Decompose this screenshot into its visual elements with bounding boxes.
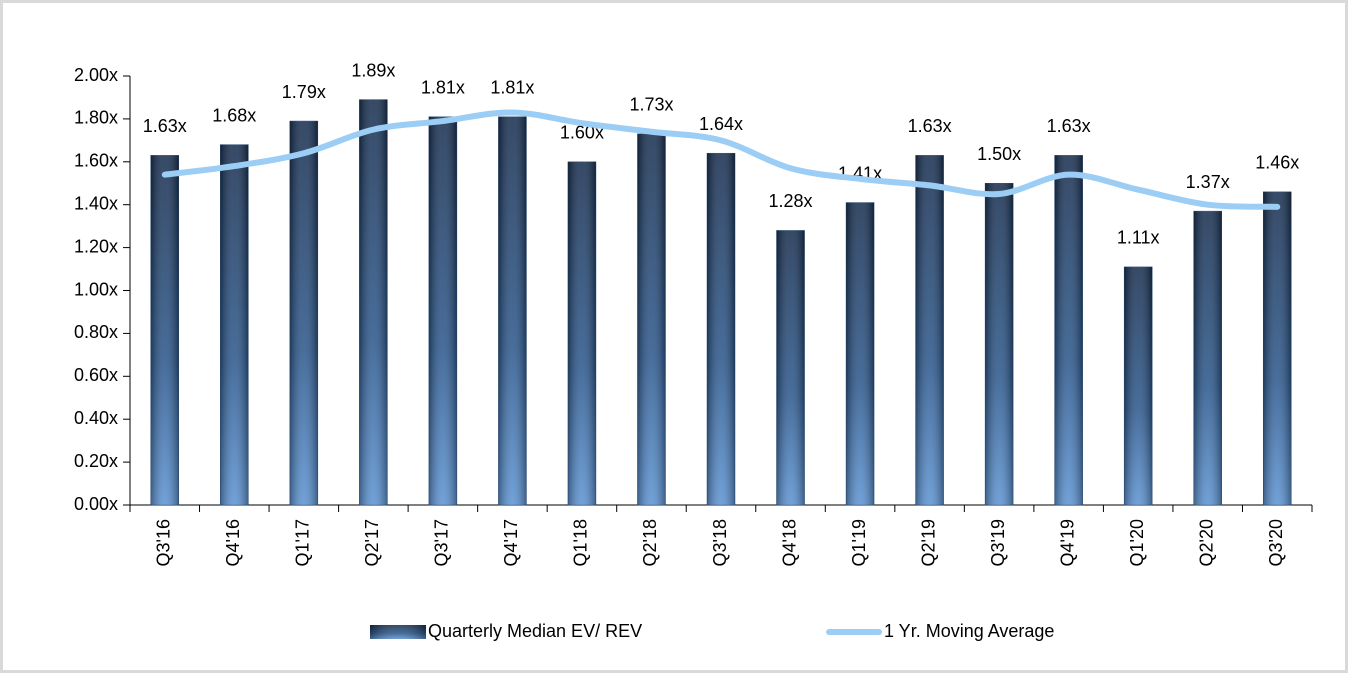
data-label: 1.28x	[769, 191, 813, 211]
x-tick-label: Q1'19	[849, 519, 869, 566]
y-tick-label: 1.20x	[74, 236, 118, 256]
data-label: 1.79x	[282, 82, 326, 102]
legend-label: 1 Yr. Moving Average	[884, 621, 1054, 641]
bar-shade	[915, 155, 944, 506]
x-tick-label: Q3'19	[988, 519, 1008, 566]
x-tick-label: Q1'20	[1127, 519, 1147, 566]
x-tick-label: Q1'18	[571, 519, 591, 566]
data-label: 1.89x	[351, 60, 395, 80]
bar-shade	[707, 153, 735, 505]
y-tick-label: 1.80x	[74, 108, 118, 128]
x-tick-label: Q2'20	[1196, 519, 1216, 566]
data-label: 1.68x	[212, 105, 256, 125]
bar-shade	[1263, 191, 1292, 505]
y-tick-label: 0.40x	[74, 408, 118, 428]
bar-shade	[1054, 155, 1083, 506]
y-tick-label: 1.40x	[74, 193, 118, 213]
y-tick-label: 0.60x	[74, 365, 118, 385]
bar-shade	[1124, 266, 1153, 505]
data-label: 1.11x	[1117, 228, 1160, 248]
data-label: 1.73x	[629, 95, 673, 115]
y-tick-label: 2.00x	[74, 65, 118, 85]
data-label: 1.63x	[908, 116, 952, 136]
x-tick-label: Q3'17	[432, 519, 452, 566]
bar-shade	[220, 144, 249, 505]
x-tick-label: Q4'16	[223, 519, 243, 566]
bar-shade	[150, 155, 179, 506]
x-tick-label: Q3'16	[154, 519, 174, 566]
x-tick-label: Q2'17	[362, 519, 382, 566]
data-label: 1.63x	[143, 116, 187, 136]
x-tick-label: Q3'20	[1266, 519, 1286, 566]
x-tick-label: Q4'18	[779, 519, 799, 566]
bar-shade	[1193, 211, 1222, 505]
bar-shade	[289, 121, 318, 506]
data-label: 1.64x	[699, 114, 743, 134]
data-label: 1.81x	[490, 78, 534, 98]
legend-label: Quarterly Median EV/ REV	[428, 621, 642, 641]
y-tick-label: 0.80x	[74, 322, 118, 342]
bar-shade	[985, 183, 1014, 505]
y-tick-label: 1.60x	[74, 151, 118, 171]
bar-shade	[637, 133, 666, 506]
bar-shade	[428, 116, 457, 505]
data-label: 1.63x	[1047, 116, 1091, 136]
bar-shade	[567, 161, 596, 506]
y-tick-label: 1.00x	[74, 279, 118, 299]
x-tick-label: Q2'18	[640, 519, 660, 566]
data-label: 1.46x	[1255, 153, 1299, 173]
bar-shade	[776, 230, 805, 505]
bar-shade	[846, 202, 875, 505]
data-label: 1.81x	[421, 78, 465, 98]
bar-shade	[498, 116, 527, 505]
line	[161, 109, 1281, 210]
bar-shade	[359, 99, 388, 505]
data-label: 1.37x	[1186, 172, 1230, 192]
data-label: 1.50x	[977, 144, 1021, 164]
legend-swatch-shade	[370, 625, 426, 639]
x-tick-label: Q4'19	[1057, 519, 1077, 566]
x-tick-label: Q2'19	[918, 519, 938, 566]
x-tick-label: Q4'17	[501, 519, 521, 566]
y-tick-label: 0.20x	[74, 451, 118, 471]
y-tick-label: 0.00x	[74, 494, 118, 514]
x-tick-label: Q3'18	[710, 519, 730, 566]
x-tick-label: Q1'17	[293, 519, 313, 566]
